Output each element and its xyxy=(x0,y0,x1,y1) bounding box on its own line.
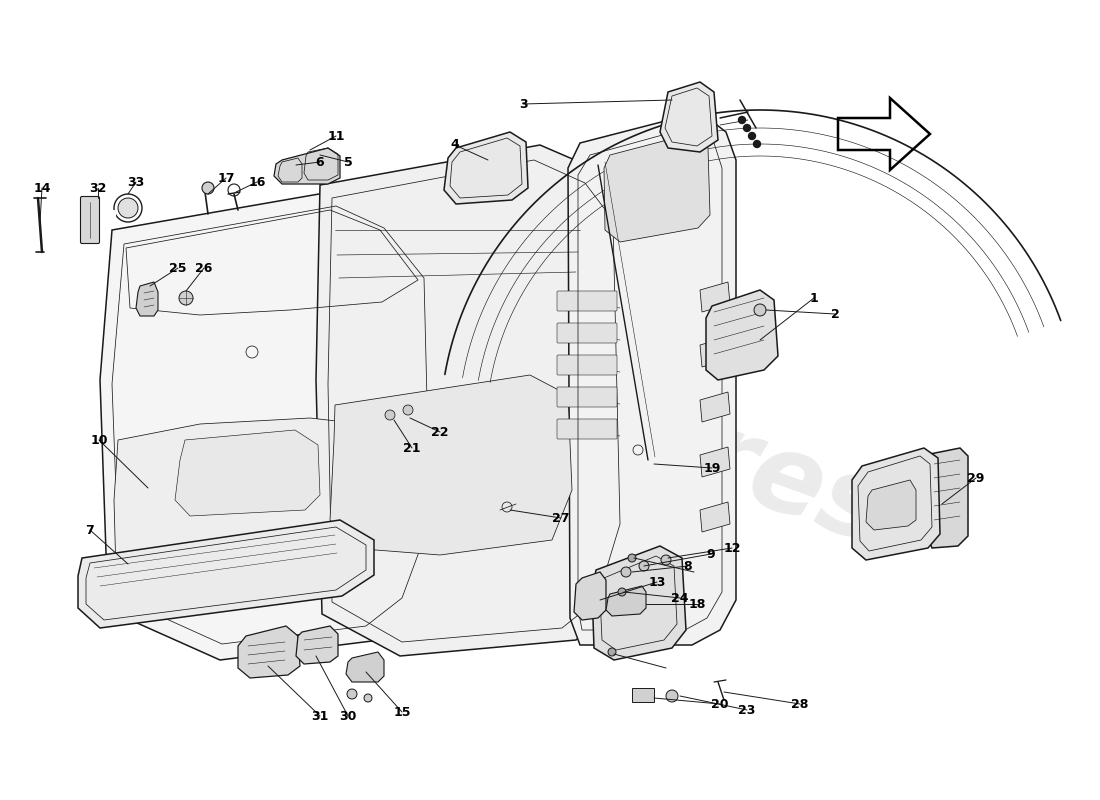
Polygon shape xyxy=(444,132,528,204)
Polygon shape xyxy=(700,392,730,422)
Text: 11: 11 xyxy=(328,130,344,142)
Circle shape xyxy=(621,567,631,577)
Circle shape xyxy=(666,690,678,702)
Polygon shape xyxy=(568,112,736,645)
FancyBboxPatch shape xyxy=(557,419,617,439)
Text: 13: 13 xyxy=(648,575,666,589)
Text: 1: 1 xyxy=(810,291,818,305)
Text: 23: 23 xyxy=(738,703,756,717)
FancyBboxPatch shape xyxy=(80,197,99,243)
FancyBboxPatch shape xyxy=(557,291,617,311)
Text: 16: 16 xyxy=(249,175,266,189)
Text: 4: 4 xyxy=(451,138,460,151)
Polygon shape xyxy=(928,448,968,548)
Circle shape xyxy=(118,198,138,218)
Polygon shape xyxy=(78,520,374,628)
Polygon shape xyxy=(852,448,940,560)
Text: 2: 2 xyxy=(830,307,839,321)
Text: 14: 14 xyxy=(33,182,51,194)
Circle shape xyxy=(754,304,766,316)
Polygon shape xyxy=(700,447,730,477)
Polygon shape xyxy=(706,290,778,380)
Polygon shape xyxy=(660,82,718,152)
Circle shape xyxy=(346,689,358,699)
Polygon shape xyxy=(296,626,338,664)
Circle shape xyxy=(738,117,746,123)
FancyBboxPatch shape xyxy=(557,323,617,343)
Text: 12: 12 xyxy=(724,542,740,554)
Polygon shape xyxy=(604,134,710,242)
Polygon shape xyxy=(330,375,572,555)
Polygon shape xyxy=(316,145,636,656)
Polygon shape xyxy=(592,546,686,660)
Circle shape xyxy=(403,405,412,415)
Text: 7: 7 xyxy=(86,523,95,537)
Text: 22: 22 xyxy=(431,426,449,438)
Circle shape xyxy=(744,125,750,131)
Text: 32: 32 xyxy=(89,182,107,194)
Text: 25: 25 xyxy=(169,262,187,274)
Text: 26: 26 xyxy=(196,262,212,274)
Circle shape xyxy=(628,554,636,562)
Text: a passion for
parts since 1985: a passion for parts since 1985 xyxy=(381,378,739,582)
Text: 28: 28 xyxy=(791,698,808,710)
Text: 29: 29 xyxy=(967,471,984,485)
Polygon shape xyxy=(238,626,300,678)
Text: 20: 20 xyxy=(712,698,728,710)
Circle shape xyxy=(754,141,760,147)
Polygon shape xyxy=(274,148,340,184)
Circle shape xyxy=(364,694,372,702)
Text: 9: 9 xyxy=(706,547,715,561)
Text: 33: 33 xyxy=(128,175,144,189)
Text: 18: 18 xyxy=(689,598,706,610)
Circle shape xyxy=(748,133,756,139)
Polygon shape xyxy=(100,190,448,660)
Text: 6: 6 xyxy=(316,155,324,169)
Polygon shape xyxy=(136,282,158,316)
Circle shape xyxy=(661,555,671,565)
Text: 8: 8 xyxy=(684,559,692,573)
Circle shape xyxy=(639,561,649,571)
Text: 27: 27 xyxy=(552,511,570,525)
Text: 3: 3 xyxy=(519,98,527,110)
Circle shape xyxy=(385,410,395,420)
Polygon shape xyxy=(346,652,384,682)
Text: 19: 19 xyxy=(703,462,720,474)
Circle shape xyxy=(608,648,616,656)
Polygon shape xyxy=(866,480,916,530)
Bar xyxy=(632,688,654,702)
Polygon shape xyxy=(114,418,388,598)
FancyBboxPatch shape xyxy=(557,355,617,375)
Text: 10: 10 xyxy=(90,434,108,446)
Text: 31: 31 xyxy=(311,710,329,722)
Polygon shape xyxy=(700,282,730,312)
Polygon shape xyxy=(574,572,606,620)
Text: 21: 21 xyxy=(404,442,420,454)
Text: 30: 30 xyxy=(339,710,356,722)
Text: eurospares: eurospares xyxy=(220,233,900,567)
Text: 15: 15 xyxy=(394,706,410,718)
Polygon shape xyxy=(606,586,646,616)
Polygon shape xyxy=(175,430,320,516)
Circle shape xyxy=(179,291,192,305)
Polygon shape xyxy=(700,337,730,367)
Text: 5: 5 xyxy=(343,155,352,169)
FancyBboxPatch shape xyxy=(557,387,617,407)
Polygon shape xyxy=(700,502,730,532)
Text: 17: 17 xyxy=(218,171,234,185)
Text: 24: 24 xyxy=(671,591,689,605)
Circle shape xyxy=(202,182,215,194)
Circle shape xyxy=(618,588,626,596)
